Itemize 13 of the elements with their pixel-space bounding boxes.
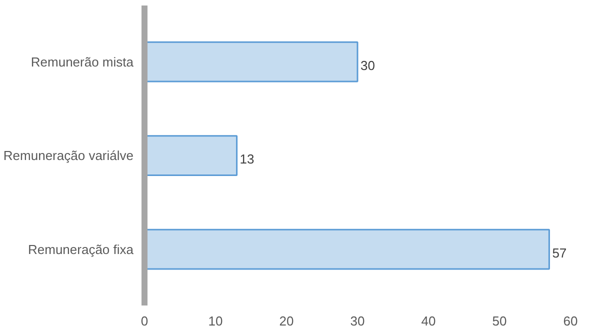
y-tick-label: Remunerão mista xyxy=(30,54,134,70)
x-tick-label: 50 xyxy=(492,314,507,328)
x-tick-label: 30 xyxy=(350,314,365,328)
x-tick-label: 20 xyxy=(279,314,294,328)
x-tick-label: 60 xyxy=(563,314,578,328)
data-label: 57 xyxy=(552,245,567,260)
y-tick-label: Remuneração variálve xyxy=(3,148,134,163)
data-label: 13 xyxy=(240,152,254,166)
y-tick-label: Remuneração fixa xyxy=(28,242,134,257)
data-label: 30 xyxy=(360,58,375,73)
x-tick-label: 10 xyxy=(208,314,223,328)
x-tick-label: 40 xyxy=(421,314,436,328)
x-tick-label: 0 xyxy=(140,314,148,328)
